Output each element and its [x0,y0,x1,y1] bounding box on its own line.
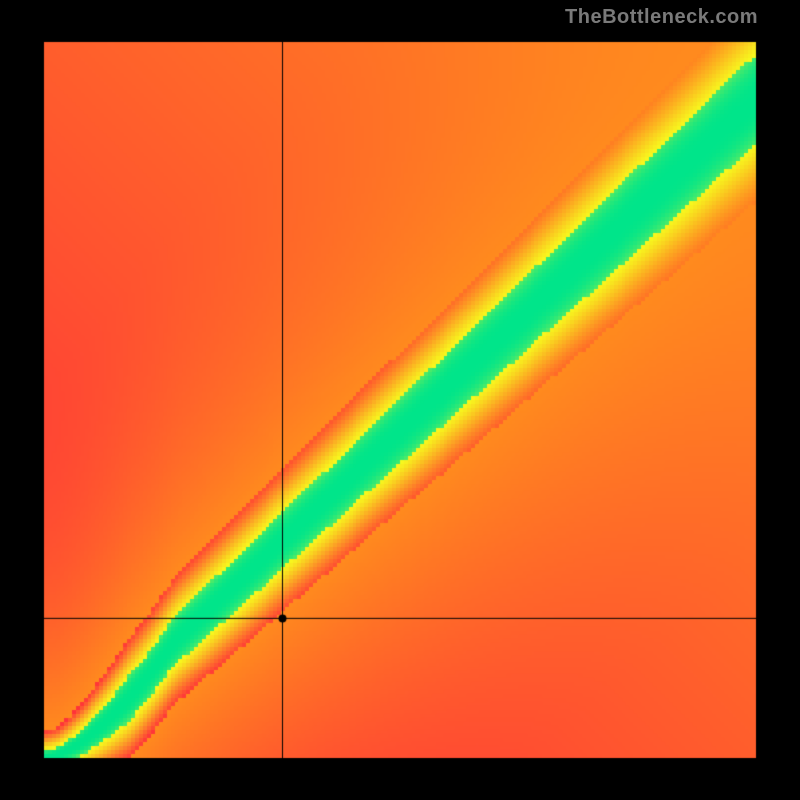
chart-container: TheBottleneck.com [0,0,800,800]
bottleneck-heatmap [0,0,800,800]
watermark-text: TheBottleneck.com [565,6,758,29]
